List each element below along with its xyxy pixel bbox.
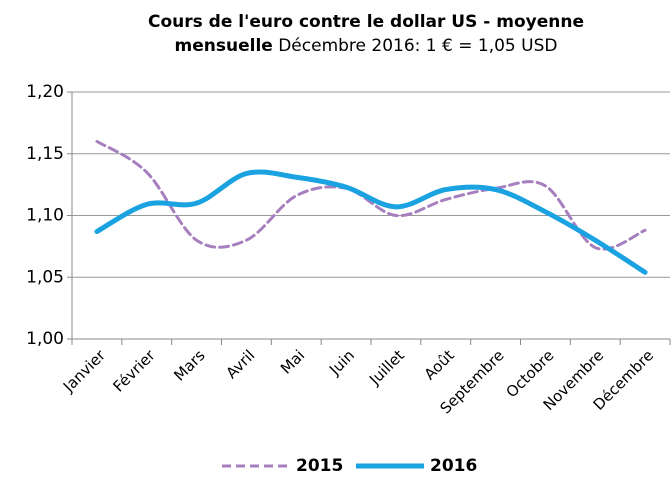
x-tick-label: Février: [110, 346, 160, 396]
y-tick-label: 1,00: [26, 329, 64, 349]
chart-title: Cours de l'euro contre le dollar US - mo…: [148, 12, 584, 56]
title-block: Cours de l'euro contre le dollar US - mo…: [116, 10, 616, 58]
x-tick-label: Mai: [277, 346, 308, 377]
x-tick-label: Août: [421, 346, 458, 383]
y-tick-label: 1,10: [26, 206, 64, 226]
x-tick-label: Avril: [223, 346, 259, 382]
y-tick-label: 1,05: [26, 267, 64, 287]
y-tick-label: 1,15: [26, 144, 64, 164]
x-tick-label: Mars: [170, 346, 208, 384]
legend-label: 2015: [296, 456, 343, 476]
x-tick-label: Juillet: [365, 346, 408, 389]
chart-subtitle: Décembre 2016: 1 € = 1,05 USD: [278, 36, 558, 56]
x-tick-label: Juin: [325, 346, 358, 379]
legend-label: 2016: [430, 456, 477, 476]
series-line: [95, 139, 647, 251]
y-tick-label: 1,20: [26, 82, 64, 102]
x-tick-label: Janvier: [59, 346, 109, 396]
series-line: [94, 169, 648, 275]
